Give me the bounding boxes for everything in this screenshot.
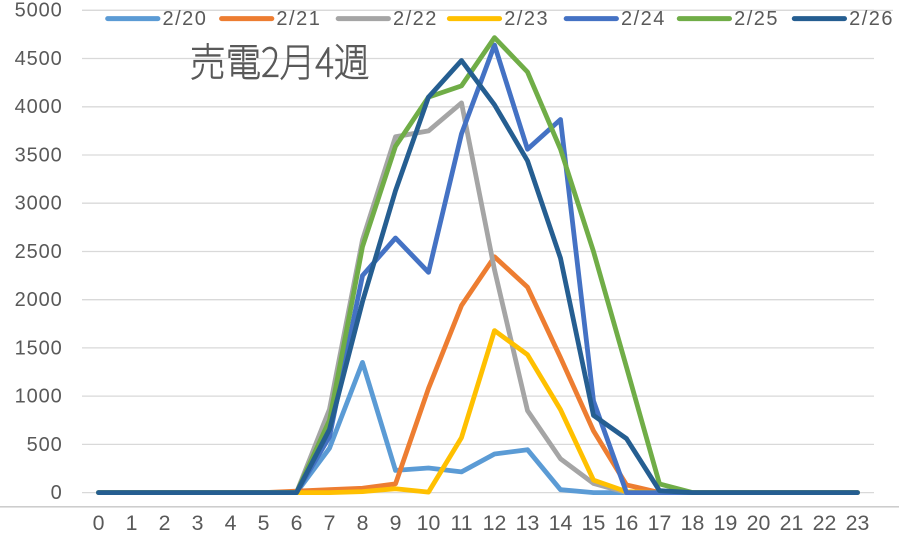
svg-text:6: 6 [291, 511, 303, 535]
svg-text:2/21: 2/21 [276, 8, 321, 30]
svg-text:21: 21 [780, 511, 804, 535]
svg-text:15: 15 [582, 511, 606, 535]
svg-text:500: 500 [27, 434, 63, 456]
svg-text:2: 2 [159, 511, 171, 535]
svg-text:8: 8 [357, 511, 369, 535]
svg-text:2/24: 2/24 [621, 8, 666, 30]
svg-text:13: 13 [516, 511, 540, 535]
svg-text:2/23: 2/23 [504, 8, 549, 30]
svg-text:5: 5 [258, 511, 270, 535]
svg-text:2/26: 2/26 [849, 8, 894, 30]
svg-text:11: 11 [450, 511, 472, 535]
svg-text:3: 3 [192, 511, 204, 535]
svg-text:5000: 5000 [15, 0, 63, 22]
svg-text:3000: 3000 [15, 193, 63, 215]
svg-text:1500: 1500 [15, 337, 63, 359]
svg-text:2500: 2500 [15, 241, 63, 263]
svg-text:1000: 1000 [15, 386, 63, 408]
svg-text:2000: 2000 [15, 289, 63, 311]
svg-text:0: 0 [93, 511, 105, 535]
svg-text:1: 1 [126, 511, 138, 535]
svg-text:2/25: 2/25 [734, 8, 779, 30]
svg-text:22: 22 [813, 511, 837, 535]
svg-text:0: 0 [51, 482, 63, 504]
svg-text:4500: 4500 [15, 48, 63, 70]
svg-text:3500: 3500 [15, 144, 63, 166]
svg-text:16: 16 [615, 511, 639, 535]
svg-text:4000: 4000 [15, 96, 63, 118]
svg-text:18: 18 [681, 511, 705, 535]
svg-text:4: 4 [225, 511, 237, 535]
svg-text:20: 20 [747, 511, 771, 535]
svg-text:7: 7 [324, 511, 336, 535]
svg-text:14: 14 [549, 511, 573, 535]
svg-text:12: 12 [483, 511, 507, 535]
svg-text:2/20: 2/20 [163, 8, 208, 30]
svg-text:19: 19 [714, 511, 738, 535]
svg-text:23: 23 [846, 511, 870, 535]
svg-text:9: 9 [390, 511, 402, 535]
svg-text:2/22: 2/22 [393, 8, 438, 30]
svg-text:10: 10 [417, 511, 441, 535]
svg-text:17: 17 [648, 511, 672, 535]
